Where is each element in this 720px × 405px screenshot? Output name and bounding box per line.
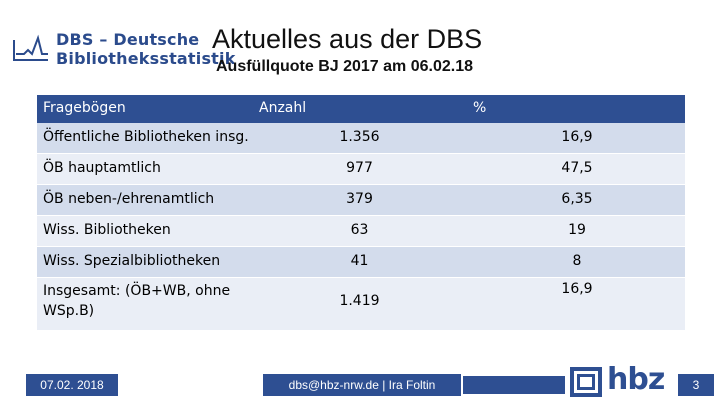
table-row: ÖB hauptamtlich 977 47,5 bbox=[37, 154, 685, 185]
row-count: 1.419 bbox=[339, 293, 380, 309]
column-header-percent: % bbox=[473, 100, 487, 116]
statistics-table: Fragebögen Anzahl % Öffentliche Biblioth… bbox=[37, 95, 685, 331]
row-label: Insgesamt: (ÖB+WB, ohne WSp.B) bbox=[43, 283, 231, 319]
hbz-book-icon bbox=[570, 367, 602, 397]
row-percent: 8 bbox=[572, 253, 582, 269]
table-row: ÖB neben-/ehrenamtlich 379 6,35 bbox=[37, 185, 685, 216]
row-percent: 19 bbox=[568, 222, 586, 238]
page-number: 3 bbox=[678, 374, 714, 396]
footer-divider bbox=[463, 376, 565, 394]
row-count: 63 bbox=[350, 222, 369, 238]
table-row: Wiss. Bibliotheken 63 19 bbox=[37, 216, 685, 247]
row-label: ÖB hauptamtlich bbox=[43, 160, 161, 176]
footer-contact: dbs@hbz-nrw.de | Ira Foltin bbox=[263, 374, 461, 396]
footer-date: 07.02. 2018 bbox=[26, 374, 118, 396]
row-label: Wiss. Spezialbibliotheken bbox=[43, 253, 221, 269]
table-header: Fragebögen Anzahl % bbox=[37, 95, 685, 123]
row-count: 41 bbox=[350, 253, 369, 269]
row-percent: 47,5 bbox=[561, 160, 593, 176]
hbz-brand: hbz bbox=[607, 362, 665, 397]
dbs-chart-icon bbox=[13, 34, 48, 61]
column-header-count: Anzahl bbox=[259, 100, 307, 116]
row-count: 977 bbox=[346, 160, 373, 176]
page-title: Aktuelles aus der DBS bbox=[212, 24, 483, 54]
row-label: Wiss. Bibliotheken bbox=[43, 222, 171, 238]
row-count: 1.356 bbox=[339, 129, 380, 145]
row-label: ÖB neben-/ehrenamtlich bbox=[43, 191, 215, 207]
column-header-questionnaires: Fragebögen bbox=[43, 100, 126, 116]
logo-line1: DBS – Deutsche bbox=[56, 30, 200, 49]
table-row: Wiss. Spezialbibliotheken 41 8 bbox=[37, 247, 685, 278]
row-percent: 16,9 bbox=[561, 129, 593, 145]
hbz-logo: hbz bbox=[569, 362, 669, 400]
row-percent: 6,35 bbox=[561, 191, 593, 207]
logo-line2: Bibliotheksstatistik bbox=[56, 49, 236, 68]
row-label: Öffentliche Bibliotheken insg. bbox=[43, 129, 249, 145]
dbs-logo: DBS – Deutsche Bibliotheksstatistik bbox=[12, 28, 235, 70]
row-percent: 16,9 bbox=[561, 281, 593, 297]
table-row-total: Insgesamt: (ÖB+WB, ohne WSp.B) 1.419 16,… bbox=[37, 278, 685, 331]
page-subtitle: Ausfüllquote BJ 2017 am 06.02.18 bbox=[216, 58, 473, 75]
table-row: Öffentliche Bibliotheken insg. 1.356 16,… bbox=[37, 123, 685, 154]
row-count: 379 bbox=[346, 191, 373, 207]
